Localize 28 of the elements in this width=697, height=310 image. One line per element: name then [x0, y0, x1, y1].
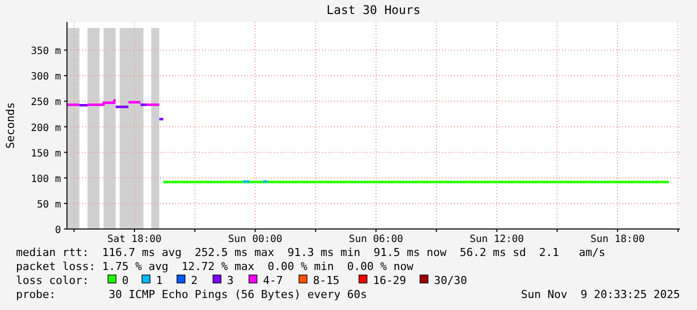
legend-label: 0: [122, 274, 129, 287]
legend-label: 2: [191, 274, 198, 287]
legend-label: 16-29: [373, 274, 406, 287]
legend-title: loss color:: [16, 274, 89, 287]
y-tick-label: 0: [54, 225, 61, 236]
x-tick-label: Sun 18:00: [590, 234, 645, 245]
y-tick-label: 300 m: [30, 72, 61, 83]
text: probe: 30 ICMP Echo Pings (56 Bytes) every 60s: [16, 288, 367, 301]
y-axis-title: Seconds: [4, 102, 17, 149]
text: median rtt: 116.7 ms avg 252.5 ms max 91.3 ms min 91.5 ms now 56.2 ms sd 2.1 am/s: [16, 246, 606, 259]
y-tick-label: 200 m: [30, 122, 61, 134]
y-tick-label: 350 m: [30, 46, 61, 58]
x-tick-label: Sun 00:00: [228, 234, 282, 245]
legend-label: 30/30: [434, 274, 468, 287]
y-tick-label: 50 m: [36, 199, 61, 210]
legend-label: 3: [227, 274, 234, 287]
x-tick-label: Sun 12:00: [470, 234, 524, 245]
y-tick-label: 100 m: [30, 174, 61, 185]
text: Sun Nov 9 20:33:25 2025: [521, 288, 680, 301]
y-tick-label: 150 m: [30, 148, 61, 160]
legend-label: 1: [156, 274, 163, 287]
x-tick-label: Sun 06:00: [348, 234, 404, 245]
legend-label: 8-15: [313, 274, 340, 287]
x-tick-label: Sat 18:00: [107, 234, 162, 245]
y-tick-label: 250 m: [30, 97, 61, 108]
legend-label: 4-7: [263, 274, 283, 287]
text: packet loss: 1.75 % avg 12.72 % max 0.00 % min 0.00 % now: [16, 260, 414, 273]
chart-title: Last 30 Hours: [326, 3, 420, 17]
